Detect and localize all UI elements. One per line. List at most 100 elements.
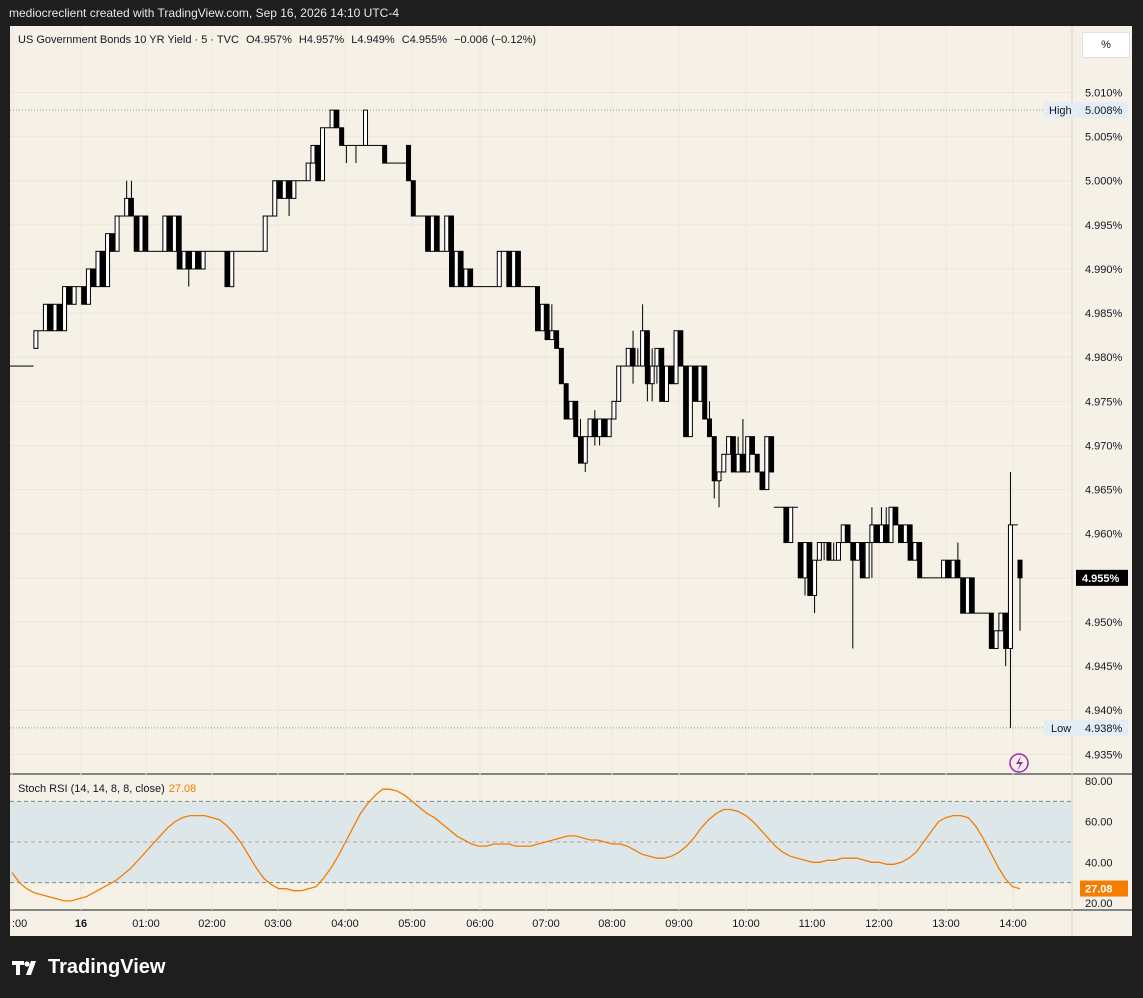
chart-canvas[interactable]: 5.010% 5.005% 5.000% 4.995% 4.990% 4.985% 4.98… xyxy=(10,26,1132,936)
time-tick-label: 06:00 xyxy=(466,918,494,930)
candle-body xyxy=(749,436,755,455)
candle-body xyxy=(878,524,884,544)
candle-body xyxy=(1017,559,1023,579)
time-tick-label: 13:00 xyxy=(932,918,960,930)
candle-body xyxy=(339,127,345,146)
price-tick-label: 4.945% xyxy=(1085,661,1123,673)
candle-body xyxy=(845,524,851,544)
scale-unit-button[interactable]: % xyxy=(1082,32,1130,58)
candle-body xyxy=(496,250,502,288)
candle-body xyxy=(582,436,588,464)
time-tick-label: 07:00 xyxy=(532,918,560,930)
candle-body xyxy=(191,250,197,270)
time-tick-label: 12:00 xyxy=(865,918,893,930)
candle-body xyxy=(611,400,617,420)
candle-body xyxy=(458,250,464,288)
rsi-tick-label: 40.00 xyxy=(1085,857,1113,869)
candle-body xyxy=(912,542,918,561)
candle-body xyxy=(382,144,388,164)
candle-body xyxy=(124,197,130,217)
candle-body xyxy=(587,418,593,438)
rsi-title: Stoch RSI (14, 14, 8, 8, close) xyxy=(18,783,165,795)
candle-body xyxy=(143,215,149,252)
top-bar: mediocreclient created with TradingView.… xyxy=(0,0,1143,26)
candle-body xyxy=(955,559,961,579)
candle-body xyxy=(100,250,106,288)
candle-body xyxy=(874,524,880,544)
candle-body xyxy=(42,303,48,332)
symbol-legend: US Government Bonds 10 YR Yield · 5 · TV… xyxy=(18,34,536,46)
candle-body xyxy=(649,365,655,385)
candle-body xyxy=(721,453,727,473)
candle-body xyxy=(554,330,560,349)
price-tick-label: 4.995% xyxy=(1085,220,1123,232)
candle-body xyxy=(640,330,646,367)
time-tick-label: 04:00 xyxy=(331,918,359,930)
candle-body xyxy=(659,347,665,402)
rsi-current-value: 27.08 xyxy=(168,783,197,795)
candle-body xyxy=(363,109,369,146)
candle-body xyxy=(759,471,765,491)
high-marker-bg xyxy=(1044,102,1128,119)
time-tick-label: 05:00 xyxy=(398,918,426,930)
candle-body xyxy=(998,612,1004,632)
high-marker-label: High xyxy=(1049,105,1072,117)
rsi-tick-label: 20.00 xyxy=(1085,898,1113,910)
ohlc-open: O4.957% xyxy=(245,34,292,46)
brand-name: TradingView xyxy=(48,956,166,978)
tradingview-logo[interactable]: TradingView xyxy=(12,956,165,979)
candle-body xyxy=(673,330,679,385)
candle-body xyxy=(745,436,751,473)
time-tick-label: :00 xyxy=(12,918,27,930)
candle-body xyxy=(945,559,951,579)
price-tick-label: 4.935% xyxy=(1085,749,1123,761)
candle-body xyxy=(406,144,412,182)
candle-body xyxy=(195,250,201,270)
rsi-legend: Stoch RSI (14, 14, 8, 8, close) 27.08 xyxy=(18,783,196,795)
candle-body xyxy=(57,303,63,332)
candle-body xyxy=(663,365,669,402)
lightning-icon[interactable] xyxy=(1009,753,1029,773)
price-tick-label: 4.940% xyxy=(1085,705,1123,717)
price-tick-label: 5.000% xyxy=(1085,176,1123,188)
candle-body xyxy=(133,215,139,252)
candle-body xyxy=(783,506,789,544)
candle-body xyxy=(200,250,206,270)
candle-body xyxy=(320,127,326,182)
candle-body xyxy=(969,577,975,614)
candle-body xyxy=(315,144,321,182)
candle-body xyxy=(850,542,856,561)
candle-body xyxy=(941,559,947,579)
chart-frame[interactable]: 5.010% 5.005% 5.000% 4.995% 4.990% 4.985% 4.98… xyxy=(10,26,1132,936)
candle-body xyxy=(735,453,741,473)
candle-body xyxy=(33,330,39,349)
candle-body xyxy=(62,286,68,332)
candle-body xyxy=(726,436,732,455)
low-marker-value: 4.938% xyxy=(1085,723,1123,735)
candle-body xyxy=(515,250,521,288)
candle-body xyxy=(950,559,956,579)
candle-body xyxy=(668,365,674,385)
candle-body xyxy=(702,365,708,420)
candle-body xyxy=(176,215,182,270)
candle-body xyxy=(468,268,474,288)
candle-body xyxy=(286,180,292,199)
candle-body xyxy=(893,506,899,526)
ohlc-low: L4.949% xyxy=(351,34,395,46)
time-tick-label: 08:00 xyxy=(598,918,626,930)
candle-body xyxy=(281,180,287,199)
candle-body xyxy=(864,542,870,579)
candle-body xyxy=(816,542,822,561)
candle-body xyxy=(162,215,168,252)
candle-body xyxy=(463,268,469,288)
rsi-tick-label: 80.00 xyxy=(1085,776,1113,788)
candle-body xyxy=(277,180,283,199)
candle-body xyxy=(601,418,607,438)
candle-body xyxy=(539,303,545,332)
candle-body xyxy=(644,330,650,385)
lightning-bolt-icon xyxy=(1016,756,1023,771)
candle-body xyxy=(52,303,58,332)
time-tick-label: 16 xyxy=(75,918,87,930)
candle-body xyxy=(444,215,450,252)
candle-body xyxy=(224,250,230,288)
